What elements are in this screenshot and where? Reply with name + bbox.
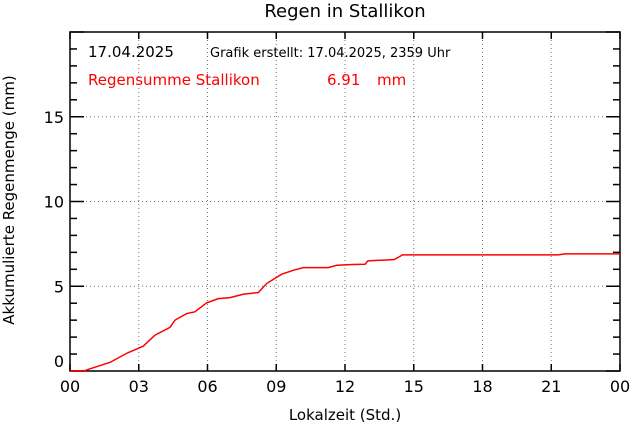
- x-axis-label: Lokalzeit (Std.): [289, 406, 401, 424]
- annotation-sum-unit: mm: [377, 71, 406, 89]
- y-tick-label: 5: [54, 277, 64, 296]
- x-tick-label: 12: [335, 377, 355, 396]
- x-tick-label: 15: [404, 377, 424, 396]
- y-tick-label: 0: [54, 352, 64, 371]
- chart-title: Regen in Stallikon: [264, 1, 425, 22]
- x-tick-label: 00: [60, 377, 80, 396]
- grid: [70, 32, 620, 371]
- x-tick-label: 03: [129, 377, 149, 396]
- annotation-sum-label: Regensumme Stallikon: [88, 71, 260, 89]
- rain-series-line: [69, 253, 620, 372]
- x-tick-label: 21: [541, 377, 561, 396]
- annotation-created: Grafik erstellt: 17.04.2025, 2359 Uhr: [210, 46, 451, 61]
- annotation-sum-value: 6.91: [327, 71, 360, 89]
- y-tick-label: 15: [44, 108, 64, 127]
- plot-frame: [69, 31, 621, 372]
- x-tick-label: 06: [197, 377, 217, 396]
- ticks: [69, 31, 621, 372]
- y-axis-label: Akkumulierte Regenmenge (mm): [0, 75, 18, 324]
- annotation-date: 17.04.2025: [88, 43, 174, 61]
- x-tick-label: 18: [472, 377, 492, 396]
- x-tick-label: 09: [266, 377, 286, 396]
- y-tick-label: 10: [44, 193, 64, 212]
- x-tick-label: 00: [610, 377, 630, 396]
